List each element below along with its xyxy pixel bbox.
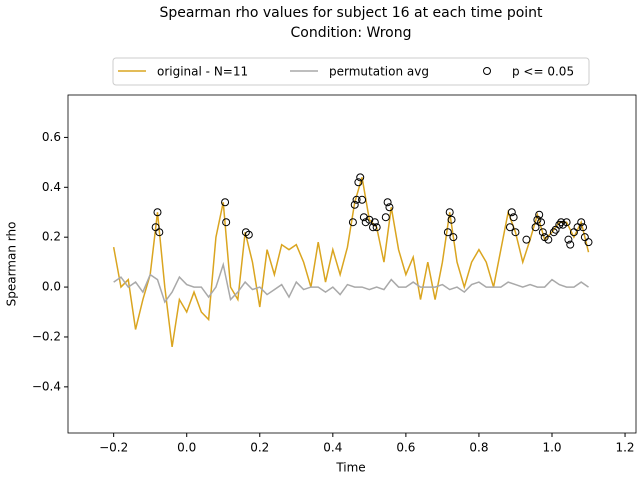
chart-title: Spearman rho values for subject 16 at ea… [159, 5, 543, 21]
significant-point [538, 228, 547, 237]
plot-frame [67, 94, 637, 434]
significant-point [544, 235, 553, 244]
significant-point [221, 198, 230, 207]
significant-point [354, 178, 363, 187]
significant-point [153, 208, 162, 217]
significant-point [549, 228, 558, 237]
x-tick-label: 0.2 [250, 441, 269, 455]
significant-point [555, 220, 564, 229]
significant-point [531, 223, 540, 232]
significant-point [579, 223, 588, 232]
chart-subtitle: Condition: Wrong [291, 25, 412, 41]
significant-point [449, 233, 458, 242]
significant-point [244, 230, 253, 239]
y-tick-label: −0.4 [32, 379, 61, 393]
legend-label: original - N=11 [157, 65, 248, 79]
x-tick-label: 0.4 [323, 441, 342, 455]
significant-point [577, 218, 586, 227]
significant-point [155, 228, 164, 237]
legend-box [112, 57, 590, 86]
line-series [112, 177, 590, 348]
significant-point [443, 228, 452, 237]
significant-point [564, 235, 573, 244]
significant-point [505, 223, 514, 232]
significant-point [522, 235, 531, 244]
significant-point [535, 210, 544, 219]
significant-point [370, 218, 379, 227]
x-tick-label: −0.2 [99, 441, 128, 455]
significant-point [348, 218, 357, 227]
significant-point [584, 238, 593, 247]
significant-point [352, 195, 361, 204]
line-series [113, 261, 589, 304]
significant-point [562, 218, 571, 227]
y-tick-label: 0.2 [42, 230, 61, 244]
y-tick-label: 0.6 [42, 130, 61, 144]
x-tick-label: 1.0 [542, 441, 561, 455]
significant-point [350, 200, 359, 209]
x-tick-label: 1.2 [615, 441, 634, 455]
y-tick-label: −0.2 [32, 329, 61, 343]
x-tick-label: 0.8 [469, 441, 488, 455]
significant-point [381, 213, 390, 222]
x-tick-label: 0.6 [396, 441, 415, 455]
significant-point [445, 208, 454, 217]
significant-point [537, 218, 546, 227]
y-axis-label: Spearman rho [5, 222, 19, 307]
significant-point [557, 218, 566, 227]
significant-point [447, 215, 456, 224]
significant-point [509, 213, 518, 222]
significant-point [369, 223, 378, 232]
significant-point [358, 195, 367, 204]
significant-point [222, 218, 231, 227]
significant-point [372, 223, 381, 232]
x-tick-label: 0.0 [177, 441, 196, 455]
significant-point [385, 203, 394, 212]
significant-point [511, 228, 520, 237]
legend-label: p <= 0.05 [512, 65, 574, 79]
significant-point [507, 208, 516, 217]
y-tick-label: 0.4 [42, 180, 61, 194]
x-axis-label: Time [335, 461, 365, 475]
significant-point [383, 198, 392, 207]
significant-point [566, 240, 575, 249]
y-tick-label: 0.0 [42, 280, 61, 294]
legend-label: permutation avg [329, 65, 429, 79]
significant-point [356, 173, 365, 182]
legend-marker [483, 67, 491, 75]
